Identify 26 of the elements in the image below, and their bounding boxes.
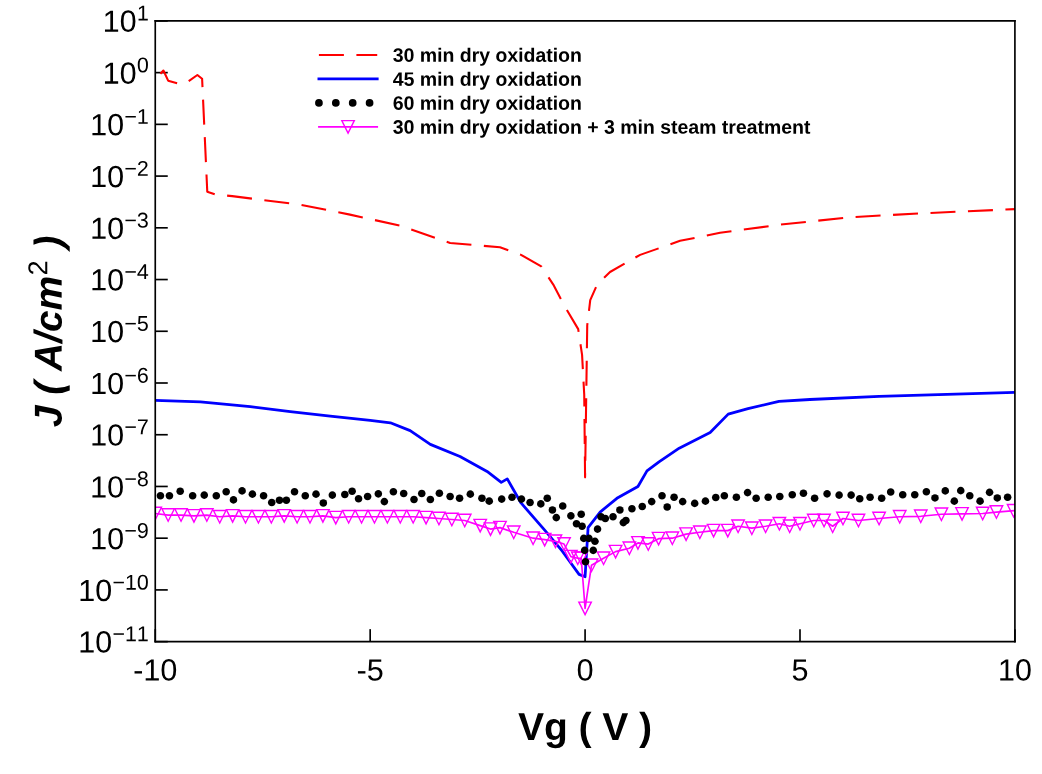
y-tick-label: 10$^{−3}$: [92, 212, 148, 240]
x-tick-label: -5: [357, 659, 383, 681]
legend-label: 45 min dry oxidation: [393, 71, 581, 90]
y-tick-label: 10$^{−8}$: [92, 471, 148, 498]
y-tick-label: 10$^{−7}$: [92, 419, 148, 446]
x-tick-label: 5: [792, 659, 808, 681]
x-axis-title: Vg ( V ): [518, 711, 651, 749]
y-tick-label: 10$^{1}$: [104, 5, 148, 33]
y-tick-label: 10$^{−5}$: [92, 316, 148, 343]
y-tick-label: 10$^{−2}$: [92, 160, 148, 188]
legend-label: 30 min dry oxidation + 3 min steam treatment: [393, 119, 811, 138]
y-tick-label: 10$^{−4}$: [92, 264, 149, 291]
line-series: [159, 69, 1015, 479]
x-tick-label: 10: [1000, 659, 1031, 681]
legend-label: 30 min dry oxidation: [393, 47, 581, 66]
y-tick-label: 10$^{−1}$: [92, 109, 148, 136]
legend-label: 60 min dry oxidation: [393, 95, 581, 114]
y-tick-label: 10$^{0}$: [104, 57, 148, 84]
y-tick-label: 10$^{−10}$: [80, 574, 148, 602]
y-tick-label: 10$^{−9}$: [92, 522, 148, 550]
x-tick-label: 0: [577, 659, 593, 681]
y-tick-label: 10$^{−11}$: [80, 626, 148, 653]
line-series: [155, 390, 1015, 579]
y-axis-title: J ( A/cm$^{2}$ ): [28, 236, 70, 427]
x-tick-label: -10: [134, 659, 177, 681]
y-tick-label: 10$^{−6}$: [92, 367, 148, 395]
